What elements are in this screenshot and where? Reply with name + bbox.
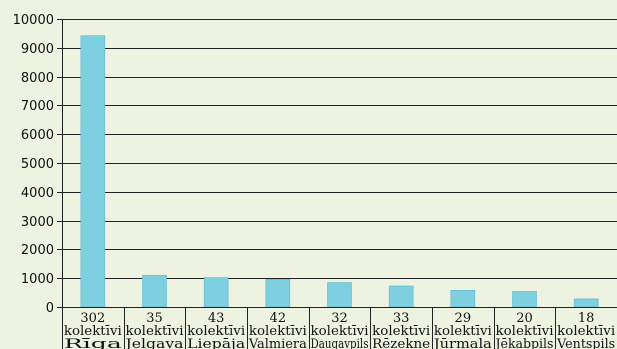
category-city-label: Jēkabpils (494, 337, 554, 349)
y-axis-tick-labels: 0 1000 2000 3000 4000 5000 6000 7000 8000 9000 100… (13, 13, 62, 316)
category-unit-label: kolektīvi (496, 324, 554, 339)
y-tick-label: 7000 (21, 99, 54, 114)
category-unit-label: kolektīvi (372, 324, 430, 339)
category-count-label: 302 (80, 311, 105, 326)
category-count-label: 43 (208, 311, 225, 326)
y-tick-label: 5000 (21, 157, 54, 172)
category-city-label: Rēzekne (372, 337, 430, 349)
bar-daugavpils (327, 282, 352, 308)
category-count-label: 32 (331, 311, 348, 326)
bar-valmiera (265, 279, 291, 308)
category-count-label: 29 (455, 311, 472, 326)
bar-ventspils (573, 298, 599, 308)
y-tick-label: 9000 (21, 42, 54, 57)
bars (80, 35, 599, 308)
category-city-label: Daugavpils (311, 337, 369, 349)
category-city-label: Jelgava (123, 337, 184, 349)
y-tick-label: 3000 (21, 215, 54, 230)
category-unit-label: kolektīvi (64, 324, 122, 339)
bar-liepāja (203, 277, 229, 308)
y-tick-label: 1000 (21, 272, 54, 287)
category-count-label: 33 (393, 311, 410, 326)
grid-lines (62, 19, 617, 279)
y-tick-label: 0 (46, 301, 54, 316)
category-count-label: 35 (146, 311, 163, 326)
bar-rēzekne (388, 285, 414, 308)
category-unit-label: kolektīvi (434, 324, 492, 339)
category-count-label: 20 (516, 311, 533, 326)
category-city-label: Liepāja (187, 337, 245, 349)
category-count-label: 18 (578, 311, 595, 326)
category-unit-label: kolektīvi (187, 324, 245, 339)
category-unit-label: kolektīvi (126, 324, 184, 339)
y-tick-label: 4000 (21, 186, 54, 201)
y-tick-label: 8000 (21, 71, 54, 86)
y-tick-label: 2000 (21, 243, 54, 258)
y-tick-label: 10000 (13, 13, 54, 28)
y-tick-label: 6000 (21, 128, 54, 143)
category-count-label: 42 (270, 311, 287, 326)
category-unit-label: kolektīvi (311, 324, 369, 339)
category-unit-label: kolektīvi (557, 324, 615, 339)
bar-jelgava (142, 275, 167, 308)
category-city-label: Ventspils (556, 337, 615, 349)
category-city-label: Rīga (64, 337, 122, 349)
bar-jūrmala (450, 289, 476, 308)
x-axis-category-labels: 302kolektīviRīga35kolektīviJelgava43kole… (62, 307, 615, 349)
category-unit-label: kolektīvi (249, 324, 307, 339)
bar-jēkabpils (512, 291, 537, 308)
axes (62, 19, 617, 308)
category-city-label: Valmiera (248, 337, 307, 349)
bar-rīga (80, 35, 106, 308)
category-city-label: Jūrmala (432, 337, 493, 349)
